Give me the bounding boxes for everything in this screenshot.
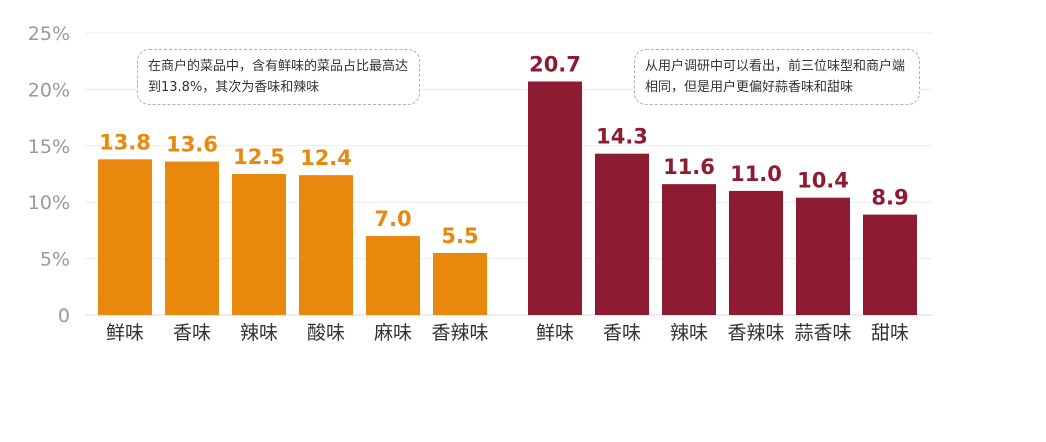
y-tick-label: 0 bbox=[58, 305, 70, 327]
data-label: 8.9 bbox=[871, 186, 908, 210]
user-annotation: 从用户调研中可以看出，前三位味型和商户端相同，但是用户更偏好蒜香味和甜味 bbox=[634, 49, 920, 105]
bar bbox=[299, 175, 353, 315]
bar bbox=[165, 161, 219, 315]
bar bbox=[729, 190, 783, 315]
data-label: 13.8 bbox=[99, 130, 151, 154]
bar bbox=[863, 214, 917, 315]
x-tick-label: 香辣味 bbox=[431, 322, 488, 344]
x-tick-label: 香味 bbox=[173, 322, 211, 344]
bar bbox=[796, 197, 850, 315]
x-tick-label: 辣味 bbox=[240, 322, 278, 344]
x-tick-label: 酸味 bbox=[307, 322, 345, 344]
x-tick-label: 辣味 bbox=[670, 322, 708, 344]
data-label: 14.3 bbox=[596, 125, 648, 149]
data-label: 5.5 bbox=[441, 224, 478, 248]
y-tick-label: 5% bbox=[40, 249, 70, 271]
y-tick-label: 25% bbox=[28, 23, 70, 45]
x-tick-label: 鲜味 bbox=[536, 322, 574, 344]
bar bbox=[528, 81, 582, 315]
data-label: 12.5 bbox=[233, 145, 285, 169]
data-label: 10.4 bbox=[797, 169, 849, 193]
data-label: 7.0 bbox=[374, 207, 411, 231]
bar bbox=[98, 159, 152, 315]
data-label: 12.4 bbox=[300, 146, 352, 170]
x-tick-label: 甜味 bbox=[871, 322, 909, 344]
data-label: 13.6 bbox=[166, 133, 218, 157]
bar bbox=[232, 174, 286, 315]
x-tick-label: 蒜香味 bbox=[794, 322, 851, 344]
data-label: 11.6 bbox=[663, 155, 715, 179]
merchant-annotation: 在商户的菜品中，含有鲜味的菜品占比最高达到13.8%，其次为香味和辣味 bbox=[137, 49, 420, 105]
x-tick-label: 香味 bbox=[603, 322, 641, 344]
x-tick-label: 香辣味 bbox=[727, 322, 784, 344]
x-tick-label: 鲜味 bbox=[106, 322, 144, 344]
y-tick-label: 15% bbox=[28, 136, 70, 158]
data-label: 20.7 bbox=[529, 53, 581, 77]
bar bbox=[433, 252, 487, 315]
bar bbox=[595, 153, 649, 315]
x-tick-label: 麻味 bbox=[374, 322, 412, 344]
y-tick-label: 20% bbox=[28, 79, 70, 101]
data-label: 11.0 bbox=[730, 162, 782, 186]
y-tick-label: 10% bbox=[28, 192, 70, 214]
bar bbox=[662, 184, 716, 315]
bar bbox=[366, 236, 420, 315]
